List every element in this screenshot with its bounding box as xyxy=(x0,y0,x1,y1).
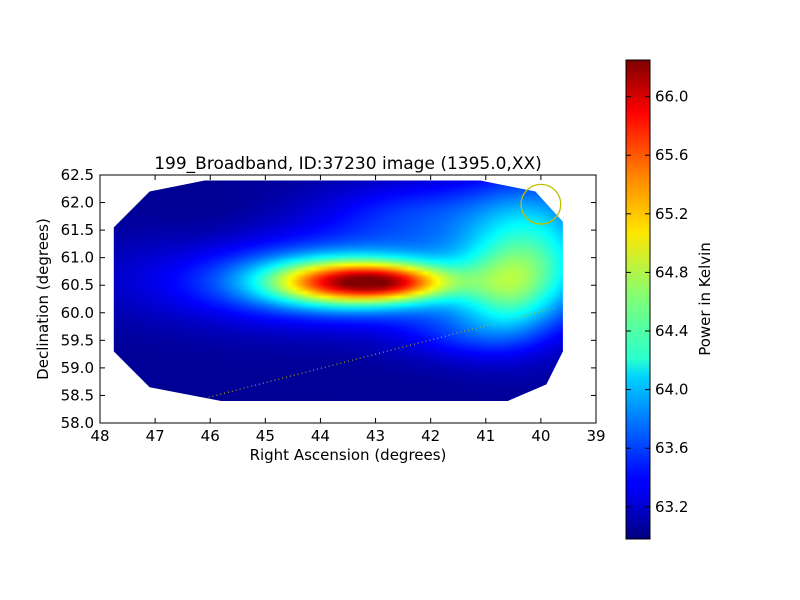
y-tick-label: 62.5 xyxy=(61,166,94,184)
x-tick-label: 41 xyxy=(476,427,495,445)
y-axis-label: Declination (degrees) xyxy=(34,218,52,380)
colorbar-tick-label: 66.0 xyxy=(655,88,688,106)
plot-frame xyxy=(99,174,597,424)
y-tick-label: 59.0 xyxy=(61,359,94,377)
y-tick-label: 60.5 xyxy=(61,276,94,294)
x-tick-label: 43 xyxy=(366,427,385,445)
y-tick-label: 59.5 xyxy=(61,331,94,349)
x-tick-label: 40 xyxy=(531,427,550,445)
x-axis-ticks: 48 47 46 45 44 43 42 41 40 39 xyxy=(90,175,606,445)
colorbar-ticks: 63.2 63.6 64.0 64.4 64.8 65.2 65.6 66.0 xyxy=(626,88,688,516)
colorbar xyxy=(625,59,651,540)
colorbar-tick-label: 64.8 xyxy=(655,263,688,281)
colorbar-tick-label: 64.4 xyxy=(655,322,688,340)
x-axis-label: Right Ascension (degrees) xyxy=(250,446,447,464)
colorbar-tick-label: 65.6 xyxy=(655,146,688,164)
x-tick-label: 45 xyxy=(256,427,275,445)
colorbar-tick-label: 63.2 xyxy=(655,498,688,516)
y-tick-label: 60.0 xyxy=(61,304,94,322)
colorbar-tick-label: 64.0 xyxy=(655,381,688,399)
y-tick-label: 61.0 xyxy=(61,249,94,267)
x-tick-label: 44 xyxy=(311,427,330,445)
x-tick-label: 39 xyxy=(586,427,605,445)
heatmap-image xyxy=(113,180,563,401)
source-marker-circle xyxy=(520,183,562,225)
colorbar-label: Power in Kelvin xyxy=(696,242,714,356)
x-tick-label: 42 xyxy=(421,427,440,445)
y-tick-label: 58.5 xyxy=(61,386,94,404)
x-tick-label: 46 xyxy=(201,427,220,445)
x-tick-label: 48 xyxy=(90,427,109,445)
y-tick-label: 58.0 xyxy=(61,414,94,432)
x-tick-label: 47 xyxy=(146,427,165,445)
chart-title: 199_Broadband, ID:37230 image (1395.0,XX… xyxy=(154,154,542,174)
y-axis-ticks: 58.0 58.5 59.0 59.5 60.0 60.5 61.0 61.5 62.0 62.5 xyxy=(61,166,596,432)
dotted-overlay-line xyxy=(204,306,558,399)
colorbar-tick-label: 63.6 xyxy=(655,439,688,457)
colorbar-tick-label: 65.2 xyxy=(655,205,688,223)
y-tick-label: 62.0 xyxy=(61,194,94,212)
y-tick-label: 61.5 xyxy=(61,221,94,239)
